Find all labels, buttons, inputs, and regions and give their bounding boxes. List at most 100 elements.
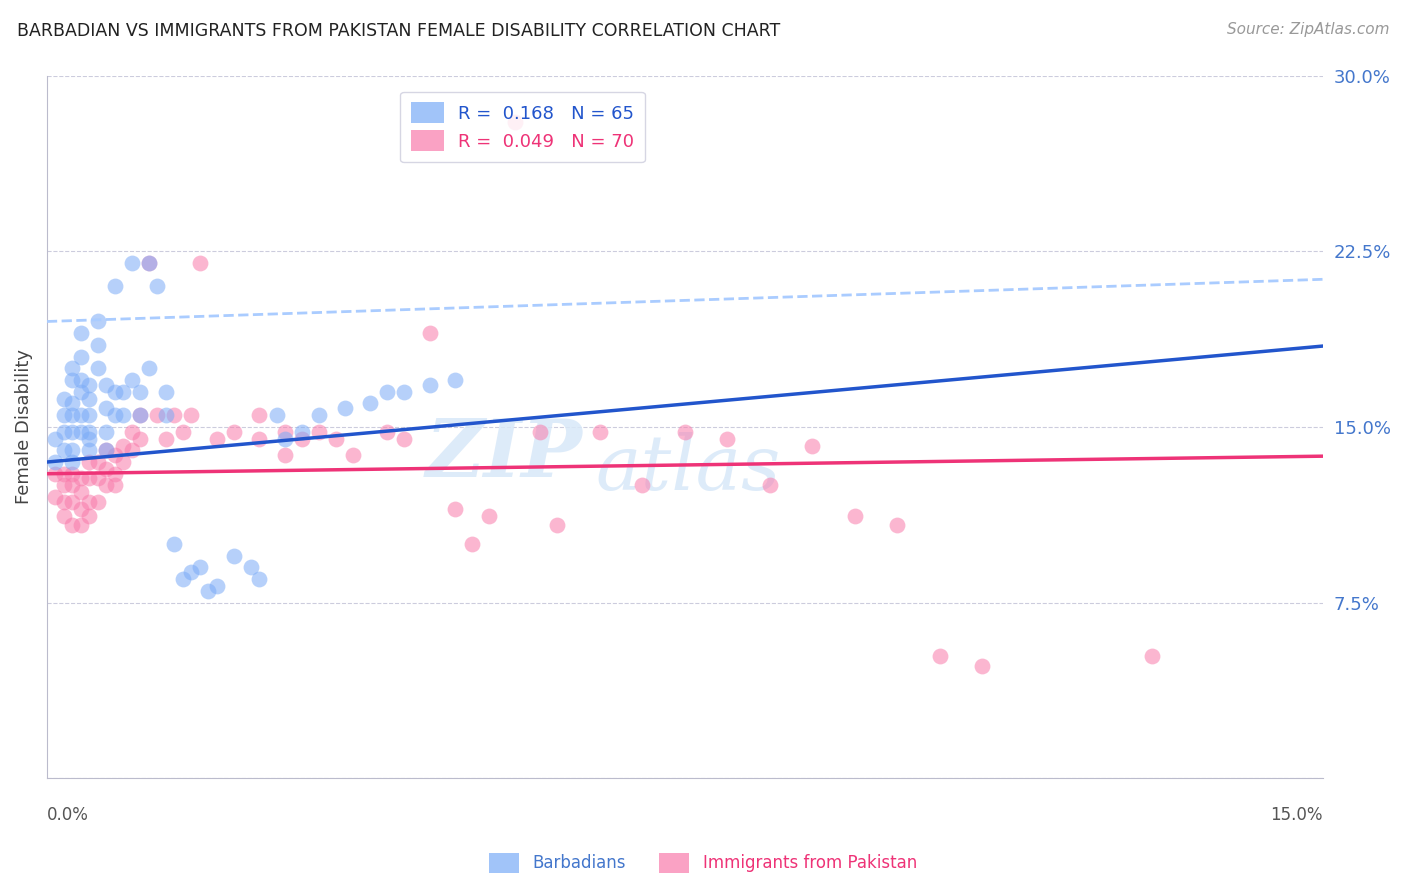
Point — [60, 495, 83, 509]
Point — [96, 443, 118, 458]
Point — [392, 432, 415, 446]
Point — [138, 256, 160, 270]
Point — [79, 471, 101, 485]
Point — [87, 338, 110, 352]
Text: Source: ZipAtlas.com: Source: ZipAtlas.com — [1226, 22, 1389, 37]
Point — [444, 501, 467, 516]
Point — [333, 401, 356, 416]
Point — [60, 455, 83, 469]
Point — [112, 455, 135, 469]
Point — [60, 478, 83, 492]
Point — [886, 518, 908, 533]
Point — [844, 508, 866, 523]
Point — [197, 583, 219, 598]
Point — [70, 326, 93, 341]
Text: 0.0%: 0.0% — [46, 806, 89, 824]
Point — [274, 432, 297, 446]
Point — [52, 467, 75, 481]
Point — [478, 508, 501, 523]
Point — [96, 377, 118, 392]
Point — [129, 408, 152, 422]
Point — [52, 478, 75, 492]
Point — [60, 443, 83, 458]
Point — [121, 256, 143, 270]
Point — [928, 649, 950, 664]
Point — [70, 425, 93, 439]
Text: atlas: atlas — [595, 432, 780, 506]
Point — [325, 432, 347, 446]
Point — [308, 425, 330, 439]
Point — [60, 467, 83, 481]
Point — [96, 462, 118, 476]
Point — [79, 425, 101, 439]
Point — [163, 537, 186, 551]
Point — [392, 384, 415, 399]
Point — [121, 443, 143, 458]
Point — [104, 478, 127, 492]
Point — [70, 518, 93, 533]
Point — [79, 508, 101, 523]
Point — [444, 373, 467, 387]
Point — [129, 384, 152, 399]
Point — [79, 408, 101, 422]
Point — [291, 432, 314, 446]
Point — [172, 425, 194, 439]
Point — [249, 432, 271, 446]
Point — [240, 560, 263, 574]
Point — [188, 256, 211, 270]
Point — [163, 408, 186, 422]
Point — [222, 549, 245, 563]
Point — [104, 448, 127, 462]
Point — [205, 432, 228, 446]
Point — [52, 495, 75, 509]
Point — [138, 361, 160, 376]
Point — [205, 579, 228, 593]
Point — [44, 432, 66, 446]
Point — [104, 279, 127, 293]
Point — [79, 432, 101, 446]
Point — [70, 501, 93, 516]
Point — [375, 425, 398, 439]
Point — [716, 432, 738, 446]
Point — [419, 377, 441, 392]
Point — [291, 425, 314, 439]
Point — [104, 408, 127, 422]
Point — [60, 373, 83, 387]
Point — [44, 455, 66, 469]
Point — [461, 537, 484, 551]
Point — [96, 478, 118, 492]
Point — [87, 314, 110, 328]
Point — [1142, 649, 1164, 664]
Point — [529, 425, 551, 439]
Point — [60, 518, 83, 533]
Point — [44, 467, 66, 481]
Point — [129, 408, 152, 422]
Point — [70, 373, 93, 387]
Point — [70, 485, 93, 500]
Point — [112, 439, 135, 453]
Legend: R =  0.168   N = 65, R =  0.049   N = 70: R = 0.168 N = 65, R = 0.049 N = 70 — [401, 92, 645, 162]
Point — [631, 478, 654, 492]
Point — [79, 495, 101, 509]
Point — [60, 396, 83, 410]
Point — [52, 443, 75, 458]
Point — [146, 279, 169, 293]
Point — [758, 478, 780, 492]
Point — [52, 508, 75, 523]
Point — [87, 495, 110, 509]
Point — [70, 408, 93, 422]
Point — [146, 408, 169, 422]
Point — [138, 256, 160, 270]
Text: BARBADIAN VS IMMIGRANTS FROM PAKISTAN FEMALE DISABILITY CORRELATION CHART: BARBADIAN VS IMMIGRANTS FROM PAKISTAN FE… — [17, 22, 780, 40]
Text: 15.0%: 15.0% — [1270, 806, 1323, 824]
Point — [112, 408, 135, 422]
Point — [70, 384, 93, 399]
Point — [546, 518, 568, 533]
Point — [52, 425, 75, 439]
Point — [503, 115, 526, 129]
Point — [673, 425, 696, 439]
Point — [274, 425, 297, 439]
Point — [52, 408, 75, 422]
Point — [96, 401, 118, 416]
Point — [180, 565, 202, 579]
